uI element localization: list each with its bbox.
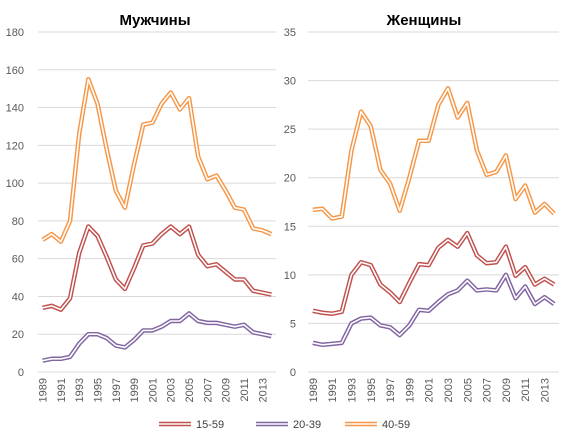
x-tick-label-men: 2005 (184, 378, 196, 402)
series-line-inner (42, 225, 272, 311)
x-tick-label-women: 2009 (501, 378, 513, 402)
legend-label: 40-59 (382, 419, 410, 431)
chart-women: Женщины 0 5 10 15 20 25 30 35 1989 1991 1993 1995 19… (284, 12, 559, 402)
x-tick-label-men: 2001 (147, 378, 159, 402)
y-tick-label-men: 0 (18, 367, 24, 379)
y-tick-label-women: 25 (284, 124, 296, 136)
legend-item-15-59: 15-59 (159, 419, 224, 431)
x-tick-label-women: 2001 (424, 378, 436, 402)
series-line-outer (42, 311, 272, 363)
series-20-39-men (42, 311, 272, 363)
x-tick-label-women: 2003 (443, 378, 455, 402)
x-tick-label-men: 2007 (202, 378, 214, 402)
series-line-inner (312, 274, 555, 346)
legend-item-40-59: 40-59 (345, 419, 410, 431)
y-tick-label-women: 10 (284, 270, 296, 282)
series-line-inner (42, 312, 272, 362)
series-40-59-women (312, 86, 556, 221)
y-tick-label-men: 100 (6, 178, 24, 190)
y-tick-label-men: 20 (12, 329, 24, 341)
x-tick-label-men: 2013 (257, 378, 269, 402)
x-tick-label-women: 1989 (308, 378, 320, 402)
y-tick-label-women: 35 (284, 27, 296, 39)
x-tick-label-women: 1993 (346, 378, 358, 402)
legend-item-20-39: 20-39 (256, 419, 321, 431)
series-line-inner (42, 78, 272, 243)
x-tick-label-men: 2003 (166, 378, 178, 402)
x-tick-label-women: 1999 (404, 378, 416, 402)
x-tick-label-men: 2009 (221, 378, 233, 402)
chart-men: Мужчины 0 20 40 60 80 100 120 140 160 180 1989 1991… (6, 12, 276, 402)
chart-title-women: Женщины (386, 12, 462, 29)
legend-label: 20-39 (293, 419, 321, 431)
series-line-inner (312, 232, 555, 315)
series-15-59-women (312, 230, 556, 316)
chart-title-men: Мужчины (119, 12, 190, 29)
series-40-59-men (41, 76, 273, 244)
x-tick-label-men: 1999 (129, 378, 141, 402)
y-tick-label-women: 30 (284, 76, 296, 88)
y-tick-label-women: 20 (284, 173, 296, 185)
y-tick-label-women: 15 (284, 221, 296, 233)
x-tick-label-women: 1997 (385, 378, 397, 402)
x-tick-label-men: 2011 (239, 378, 251, 402)
x-tick-label-women: 1991 (327, 378, 339, 402)
y-tick-label-women: 5 (290, 318, 296, 330)
y-tick-label-men: 160 (6, 65, 24, 77)
series-line-inner (312, 87, 555, 220)
series-20-39-women (312, 272, 556, 348)
x-tick-label-women: 2013 (540, 378, 552, 402)
x-tick-label-women: 1995 (366, 378, 378, 402)
legend: 15-59 20-39 40-59 (159, 419, 410, 431)
x-tick-label-men: 1993 (74, 378, 86, 402)
y-tick-label-men: 40 (12, 291, 24, 303)
x-tick-label-women: 2007 (482, 378, 494, 402)
y-tick-label-men: 60 (12, 254, 24, 266)
x-tick-label-men: 1989 (38, 378, 50, 402)
x-tick-label-men: 1995 (93, 378, 105, 402)
legend-label: 15-59 (196, 419, 224, 431)
x-tick-label-men: 1991 (56, 378, 68, 402)
series-line-outer (312, 86, 556, 221)
series-15-59-men (42, 224, 272, 312)
y-tick-label-men: 120 (6, 140, 24, 152)
y-tick-label-men: 140 (6, 103, 24, 115)
y-tick-label-women: 0 (290, 367, 296, 379)
x-tick-label-women: 2011 (520, 378, 532, 402)
y-tick-label-men: 80 (12, 216, 24, 228)
x-tick-label-men: 1997 (111, 378, 123, 402)
y-tick-label-men: 180 (6, 27, 24, 39)
x-tick-label-women: 2005 (462, 378, 474, 402)
